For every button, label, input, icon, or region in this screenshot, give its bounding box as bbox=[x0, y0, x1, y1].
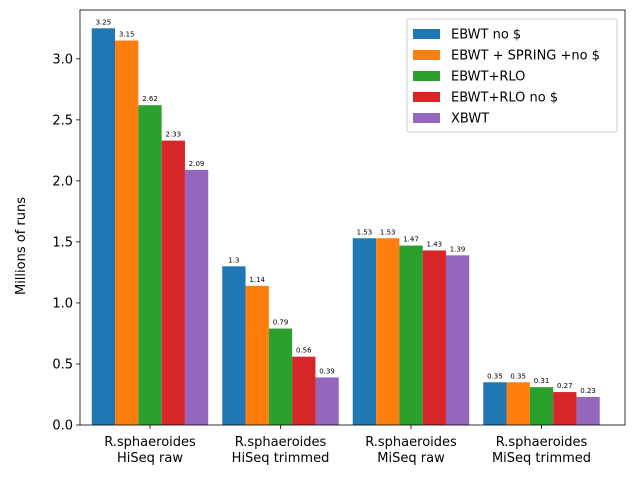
bar bbox=[529, 387, 554, 425]
bar bbox=[161, 140, 185, 425]
bar bbox=[245, 285, 269, 425]
y-tick-label: 1.5 bbox=[52, 235, 73, 250]
bar bbox=[553, 392, 577, 425]
bar bbox=[506, 382, 530, 425]
x-tick-label-line: HiSeq trimmed bbox=[232, 451, 330, 466]
data-label: 0.39 bbox=[319, 367, 335, 375]
legend-swatch bbox=[413, 50, 440, 60]
legend-label: EBWT no $ bbox=[451, 28, 521, 43]
data-label: 3.15 bbox=[119, 31, 135, 39]
data-label: 0.35 bbox=[510, 372, 526, 380]
data-label: 1.14 bbox=[249, 276, 265, 284]
bar bbox=[445, 255, 470, 425]
x-tick-label-line: HiSeq raw bbox=[117, 451, 183, 466]
bar bbox=[576, 396, 600, 425]
y-tick-label: 0.0 bbox=[52, 419, 73, 434]
legend-swatch bbox=[413, 29, 440, 39]
bar bbox=[292, 356, 316, 425]
plot-frame bbox=[79, 9, 626, 426]
legend-label: XBWT bbox=[451, 112, 489, 127]
bar bbox=[422, 250, 446, 425]
data-label: 3.25 bbox=[96, 18, 112, 26]
x-tick-label-line: MiSeq trimmed bbox=[492, 451, 591, 466]
data-label: 0.56 bbox=[296, 347, 312, 355]
data-labels-layer: 3.25 3.15 2.62 2.33 2.09 1.3 1.14 0.79 0.56 0.39 1… bbox=[96, 18, 596, 395]
legend-label: EBWT + SPRING +no $ bbox=[451, 49, 600, 64]
x-tick-label-line: R.sphaeroides bbox=[365, 435, 457, 450]
bar bbox=[352, 238, 377, 425]
data-label: 0.27 bbox=[557, 382, 573, 390]
bar bbox=[138, 105, 162, 426]
bar bbox=[399, 245, 423, 425]
x-tick-label: R.sphaeroides MiSeq trimmed bbox=[492, 435, 591, 466]
legend-swatch bbox=[413, 71, 440, 81]
legend-label: EBWT+RLO no $ bbox=[451, 91, 558, 106]
data-label: 1.53 bbox=[357, 228, 373, 236]
bar bbox=[184, 169, 209, 425]
y-tick-label: 3.0 bbox=[52, 52, 73, 67]
data-label: 1.39 bbox=[450, 245, 466, 253]
x-tick-label: R.sphaeroides MiSeq raw bbox=[365, 435, 457, 466]
y-axis-label: Millions of runs bbox=[14, 197, 29, 295]
bar bbox=[268, 328, 293, 425]
data-label: 0.23 bbox=[580, 387, 596, 395]
y-axis: 0.0 0.5 1.0 1.5 2.0 2.5 3.0 bbox=[52, 52, 80, 434]
data-label: 2.33 bbox=[166, 131, 182, 139]
x-tick-label: R.sphaeroides HiSeq trimmed bbox=[232, 435, 330, 466]
data-label: 0.79 bbox=[273, 319, 289, 327]
legend-swatch bbox=[413, 92, 440, 102]
data-label: 0.31 bbox=[534, 377, 550, 385]
bar bbox=[115, 40, 139, 425]
bar bbox=[483, 382, 507, 425]
x-tick-label-line: R.sphaeroides bbox=[496, 435, 588, 450]
data-label: 1.43 bbox=[427, 240, 443, 248]
legend: EBWT no $ EBWT + SPRING +no $ EBWT+RLO EBWT… bbox=[406, 18, 618, 133]
data-label: 2.62 bbox=[142, 95, 158, 103]
y-tick-label: 2.5 bbox=[52, 113, 73, 128]
x-tick-label-line: R.sphaeroides bbox=[235, 435, 327, 450]
legend-box bbox=[406, 18, 618, 133]
bar bbox=[91, 28, 116, 425]
bar bbox=[376, 238, 400, 425]
y-tick-label: 0.5 bbox=[52, 357, 73, 372]
bar bbox=[222, 266, 246, 425]
bar bbox=[315, 377, 339, 425]
y-tick-label: 1.0 bbox=[52, 296, 73, 311]
data-label: 1.53 bbox=[380, 228, 396, 236]
legend-label: EBWT+RLO bbox=[451, 70, 525, 85]
data-label: 1.3 bbox=[228, 256, 239, 264]
y-tick-label: 2.0 bbox=[52, 174, 73, 189]
x-tick-label-line: R.sphaeroides bbox=[104, 435, 196, 450]
data-label: 2.09 bbox=[189, 160, 205, 168]
x-tick-label: R.sphaeroides HiSeq raw bbox=[104, 435, 196, 466]
bars-layer bbox=[91, 28, 600, 426]
data-label: 1.47 bbox=[403, 236, 419, 244]
x-tick-label-line: MiSeq raw bbox=[377, 451, 445, 466]
data-label: 0.35 bbox=[487, 372, 503, 380]
legend-swatch bbox=[413, 113, 440, 123]
